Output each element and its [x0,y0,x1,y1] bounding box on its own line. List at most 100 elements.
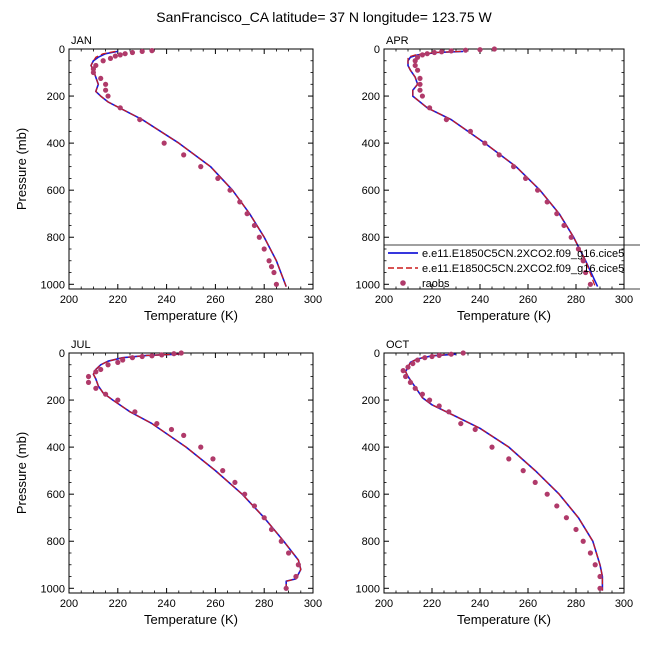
raobs-point-jan [117,105,123,111]
panel-label-oct: OCT [386,339,410,351]
raobs-point-jul [210,456,216,462]
y-tick-label-oct: 1000 [356,583,380,595]
raobs-point-apr [561,222,567,229]
y-tick-label-jul: 200 [47,395,65,407]
raobs-point-oct [573,526,579,533]
x-tick-label-oct: 200 [375,598,393,610]
raobs-point-oct [563,515,570,521]
x-tick-label-oct: 220 [423,598,441,610]
raobs-point-jul [154,420,160,427]
raobs-point-jan [181,152,187,158]
raobs-point-apr [412,58,418,64]
x-axis-label-oct: Temperature (K) [457,612,551,627]
raobs-point-jan [256,234,262,240]
raobs-point-oct [415,357,421,363]
raobs-point-jan [268,264,275,270]
legend-label-raobs: raobs [422,278,450,290]
raobs-point-apr [415,67,421,73]
raobs-point-oct [429,353,435,360]
raobs-point-jul [220,468,226,474]
raobs-point-jul [171,351,177,357]
raobs-point-jul [181,432,187,438]
x-tick-label-jul: 300 [304,598,322,610]
raobs-point-apr [424,51,430,57]
raobs-point-jan [215,175,221,182]
x-tick-label-oct: 280 [567,598,585,610]
model-1-line-jul [92,353,302,591]
raobs-point-jan [112,53,118,59]
raobs-point-jul [232,479,238,486]
raobs-point-jan [90,69,96,76]
raobs-point-apr [535,187,541,193]
raobs-point-oct [489,444,495,450]
raobs-point-apr [482,140,488,146]
y-tick-label-jul: 1000 [41,583,65,595]
raobs-point-oct [405,364,411,370]
raobs-point-jan [237,199,243,205]
raobs-point-jan [244,211,250,217]
y-tick-label-apr: 600 [362,185,380,197]
raobs-point-apr [417,87,423,93]
raobs-point-jan [273,281,279,287]
raobs-point-apr [439,49,445,55]
raobs-point-jul [261,515,267,521]
plot-frame-jul [68,352,314,594]
raobs-point-jul [159,352,165,358]
raobs-point-oct [472,426,478,433]
raobs-point-jan [139,48,145,54]
raobs-point-oct [419,391,425,397]
raobs-point-jul [85,373,92,380]
raobs-point-oct [532,479,538,486]
raobs-point-jan [266,258,272,264]
legend-label-model-2: e.e11.E1850C5CN.2XCO2.f09_g16.cice5 [422,263,624,275]
raobs-point-apr [583,269,589,276]
x-tick-label-jan: 280 [255,294,273,306]
raobs-point-apr [544,199,550,205]
raobs-point-jul [93,385,99,391]
raobs-point-apr [568,234,574,240]
raobs-point-jul [129,355,136,361]
x-tick-label-oct: 300 [615,598,633,610]
raobs-point-oct [460,350,466,356]
raobs-point-jul [251,503,258,509]
y-axis-label-jan: Pressure (mb) [14,128,29,210]
raobs-point-jul [295,562,301,568]
raobs-point-jul [293,573,299,580]
x-tick-label-apr: 280 [567,294,585,306]
legend: e.e11.E1850C5CN.2XCO2.f09_g16.cice5 e.e1… [384,244,640,290]
raobs-point-apr [463,47,469,53]
model-1-line-jan [90,50,287,287]
model-2-line-jan [90,50,287,287]
raobs-point-oct [407,379,413,386]
raobs-point-apr [580,258,586,264]
x-tick-label-jan: 240 [157,294,175,306]
raobs-point-oct [412,385,418,391]
raobs-point-jul [198,444,204,450]
y-tick-label-jan: 1000 [41,279,65,291]
x-tick-label-oct: 260 [519,598,537,610]
raobs-point-jul [93,369,99,375]
y-axis-label-jul: Pressure (mb) [14,432,29,514]
x-axis-label-jan: Temperature (K) [144,308,238,323]
raobs-point-oct [592,562,598,568]
raobs-point-oct [520,468,526,474]
raobs-point-apr [587,281,594,287]
raobs-point-oct [400,368,406,374]
figure-title: SanFrancisco_CA latitude= 37 N longitude… [156,9,492,25]
raobs-point-apr [443,116,449,123]
x-tick-label-jan: 300 [304,294,322,306]
panel-label-jan: JAN [71,35,92,47]
plot-frame-oct [383,352,625,594]
x-tick-label-jul: 280 [255,598,273,610]
raobs-point-jul [98,366,104,373]
raobs-point-jul [115,397,121,403]
raobs-point-apr [491,46,497,52]
raobs-point-jan [98,75,104,82]
x-tick-label-oct: 240 [471,598,489,610]
raobs-point-jul [139,353,145,360]
raobs-point-jan [103,81,109,87]
raobs-point-jul [178,350,184,356]
y-tick-label-apr: 200 [362,91,380,103]
panel-apr: 200 220 240 260 280 300 0 200 400 600 800 1000 APR Te… [356,35,634,323]
raobs-point-apr [448,48,454,54]
